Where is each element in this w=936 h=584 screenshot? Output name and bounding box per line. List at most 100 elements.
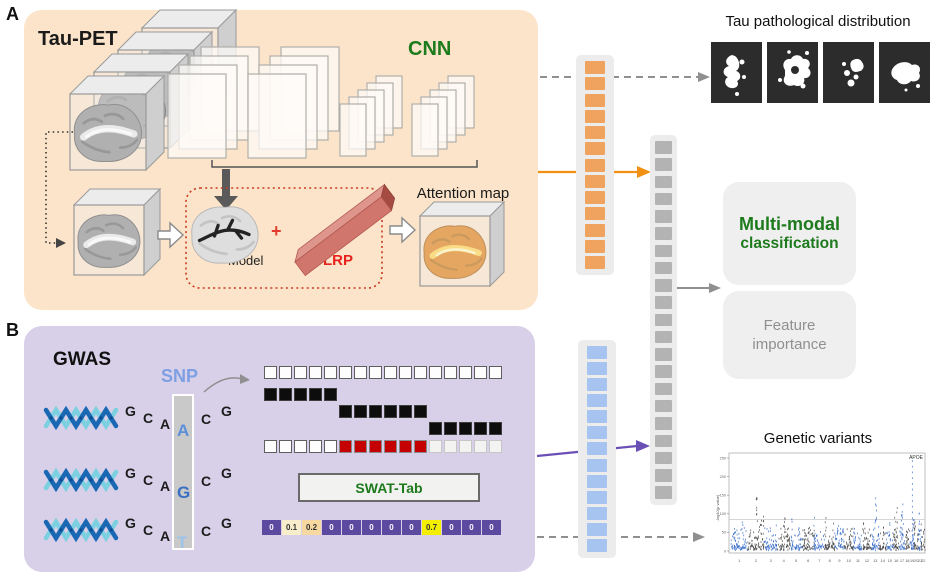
sequence-letter: C	[201, 411, 212, 427]
encoding-cell	[489, 440, 502, 453]
encoding-cell	[294, 388, 307, 401]
encoding-cell	[474, 366, 487, 379]
weight-cell: 0	[362, 520, 381, 535]
vector-cell	[585, 77, 605, 91]
dna-helix-icon	[43, 518, 119, 542]
snp-curved-arrow	[203, 377, 243, 393]
vector-cell	[587, 378, 607, 392]
encoding-cell	[384, 440, 397, 453]
encoding-cell	[309, 366, 322, 379]
vector-cell	[587, 426, 607, 440]
svg-text:13: 13	[873, 559, 877, 563]
sequence-letter: G	[125, 465, 136, 481]
vector-cell	[655, 175, 672, 189]
vector-cell	[655, 141, 672, 154]
encoding-cell	[279, 388, 292, 401]
weight-cell: 0	[482, 520, 501, 535]
encoding-cell	[264, 366, 277, 379]
orange-brain	[423, 225, 487, 279]
tau-distribution-title: Tau pathological distribution	[725, 13, 911, 30]
vector-cell	[587, 410, 607, 424]
encoding-cell	[384, 405, 397, 418]
encoding-cell	[459, 422, 472, 435]
vector-cell	[585, 158, 605, 172]
apoe-annotation: APOE	[909, 455, 924, 461]
encoding-cell	[414, 366, 427, 379]
encoding-cell	[354, 405, 367, 418]
attention-map-cube	[418, 200, 506, 288]
vector-cell	[585, 142, 605, 156]
svg-text:19: 19	[910, 559, 914, 563]
encoding-cell	[339, 440, 352, 453]
sequence-letter: C	[201, 473, 212, 489]
svg-text:15: 15	[888, 559, 892, 563]
svg-text:20: 20	[914, 559, 918, 563]
svg-text:2: 2	[755, 559, 757, 563]
weight-cell: 0.1	[282, 520, 301, 535]
vector-cell	[587, 458, 607, 472]
feature-importance-line1: Feature	[763, 316, 816, 334]
arrow-pet-to-tau-distribution	[540, 72, 710, 82]
encoding-cell	[399, 366, 412, 379]
encoding-cell	[264, 388, 277, 401]
svg-text:6: 6	[807, 559, 809, 563]
svg-text:18: 18	[905, 559, 909, 563]
sequence-letter: G	[221, 465, 232, 481]
model-brain	[191, 206, 259, 264]
encoding-cell	[324, 440, 337, 453]
vector-cell	[587, 490, 607, 504]
sequence-letter: G	[125, 403, 136, 419]
vector-cell	[655, 348, 672, 361]
tau-slice-image	[711, 42, 762, 103]
encoding-grid-segment	[264, 440, 337, 453]
encoding-cell	[444, 440, 457, 453]
sequence-letter: A	[160, 478, 171, 494]
swat-tab-box: SWAT-Tab	[298, 473, 480, 502]
vector-cell	[655, 417, 672, 430]
encoding-cell	[414, 405, 427, 418]
svg-text:21: 21	[918, 559, 922, 563]
encoding-cell	[489, 422, 502, 435]
encoding-cell	[309, 388, 322, 401]
weight-cell: 0	[462, 520, 481, 535]
vector-cell	[585, 239, 605, 253]
vector-cell	[655, 451, 672, 465]
svg-text:22: 22	[921, 559, 925, 563]
svg-text:9: 9	[838, 559, 840, 563]
weight-cell: 0.2	[302, 520, 321, 535]
vector-cell	[587, 442, 607, 456]
encoding-grid-segment	[264, 366, 502, 379]
sequence-letter: C	[201, 523, 212, 539]
svg-text:200: 200	[720, 475, 726, 479]
multimodal-label-line1: Multi-modal	[739, 214, 840, 234]
weight-cell: 0	[382, 520, 401, 535]
arrow-fusion-to-outputs	[677, 283, 721, 293]
weight-cell: 0.7	[422, 520, 441, 535]
svg-text:250: 250	[720, 456, 726, 460]
cnn-layer-group	[411, 75, 475, 157]
encoding-cell	[324, 366, 337, 379]
svg-text:8: 8	[829, 559, 831, 563]
svg-text:-log10(p value): -log10(p value)	[715, 494, 720, 521]
sequence-letter: G	[125, 515, 136, 531]
encoding-grid-segment	[264, 388, 337, 401]
vector-cell	[585, 256, 605, 269]
svg-text:11: 11	[856, 559, 860, 563]
encoding-cell	[414, 440, 427, 453]
snp-highlight-column	[172, 394, 194, 550]
svg-text:5: 5	[795, 559, 797, 563]
vector-cell	[655, 469, 672, 482]
snp-variant-letter: G	[177, 483, 191, 502]
encoding-cell	[474, 440, 487, 453]
vector-cell	[655, 296, 672, 309]
encoding-grid-segment	[339, 440, 427, 453]
encoding-cell	[489, 366, 502, 379]
vector-cell	[655, 434, 672, 448]
encoding-grid-segment	[339, 405, 427, 418]
multimodal-classification-box: Multi-modal classification	[723, 182, 856, 285]
vector-cell	[585, 93, 605, 107]
vector-cell	[655, 279, 672, 292]
pet-brain	[74, 103, 142, 162]
